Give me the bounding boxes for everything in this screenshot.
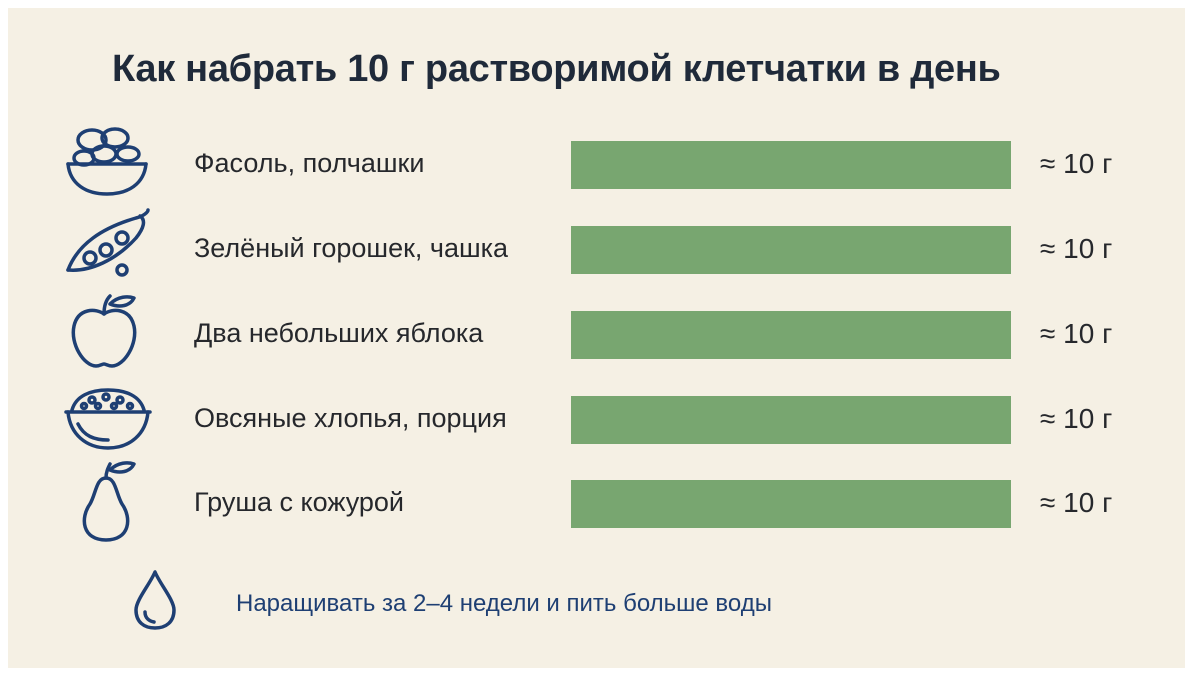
value-label-beans: ≈ 10 г [1040, 148, 1113, 179]
row-label-oatmeal: Овсяные хлопья, порция [194, 403, 507, 433]
bar-track-peas [571, 226, 1011, 274]
row-label-pear: Груша с кожурой [194, 487, 405, 517]
chart-title: Как набрать 10 г растворимой клетчатки в… [112, 48, 1001, 90]
water-drop-icon [130, 568, 180, 637]
bar-oatmeal [571, 396, 1011, 444]
beans-bowl-icon [62, 124, 152, 198]
row-label-beans: Фасоль, полчашки [194, 148, 425, 178]
footer-note: Наращивать за 2–4 недели и пить больше в… [236, 590, 772, 617]
bar-apples [571, 311, 1011, 359]
value-label-peas: ≈ 10 г [1040, 233, 1113, 264]
apple-icon [66, 292, 146, 370]
pea-pod-icon [62, 208, 154, 284]
pear-icon [74, 460, 144, 544]
value-label-oatmeal: ≈ 10 г [1040, 403, 1113, 434]
oatmeal-bowl-icon [62, 384, 154, 454]
bar-pear [571, 480, 1011, 528]
bar-peas [571, 226, 1011, 274]
bar-track-apples [571, 311, 1011, 359]
bar-track-pear [571, 480, 1011, 528]
row-label-apples: Два небольших яблока [194, 318, 484, 348]
bar-track-oatmeal [571, 396, 1011, 444]
value-label-apples: ≈ 10 г [1040, 318, 1113, 349]
row-label-peas: Зелёный горошек, чашка [194, 233, 509, 263]
bar-beans [571, 141, 1011, 189]
value-label-pear: ≈ 10 г [1040, 487, 1113, 518]
bar-track-beans [571, 141, 1011, 189]
